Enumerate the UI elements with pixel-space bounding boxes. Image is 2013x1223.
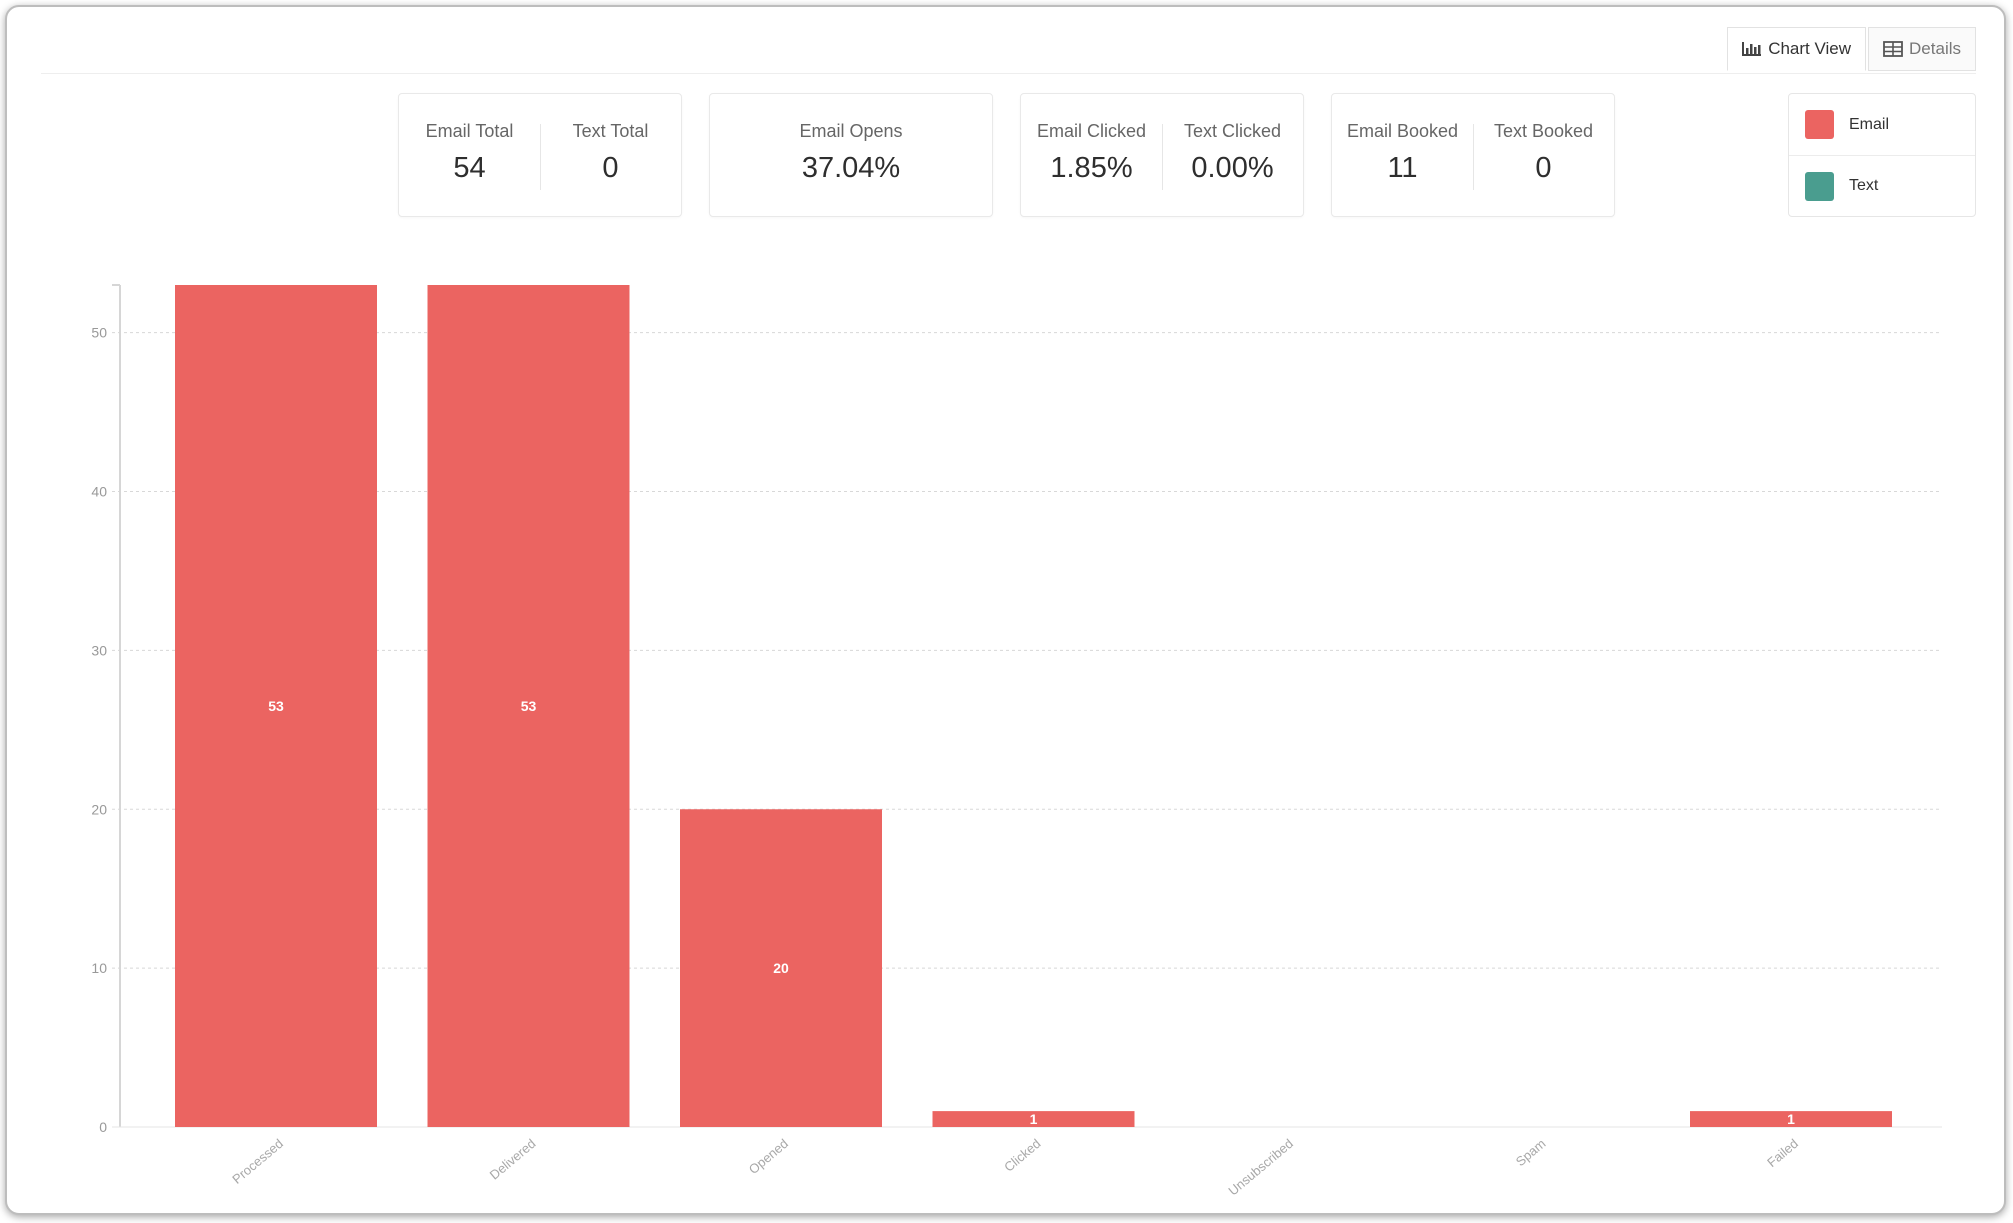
stat-label: Email Booked	[1346, 121, 1459, 141]
stat-email-booked: Email Booked 11	[1332, 94, 1473, 216]
x-category-label: Opened	[746, 1136, 791, 1177]
bar-data-label: 20	[773, 960, 789, 976]
bar-data-label: 1	[1787, 1111, 1795, 1127]
stat-email-total: Email Total 54	[399, 94, 540, 216]
opens-card: Email Opens 37.04%	[709, 93, 993, 217]
legend-label: Email	[1849, 115, 1890, 133]
stat-label: Email Clicked	[1036, 121, 1147, 141]
report-panel: Chart View Details Email Total 54 Text T…	[5, 5, 2006, 1215]
clicked-card: Email Clicked 1.85% Text Clicked 0.00%	[1020, 93, 1304, 217]
chart-view-button[interactable]: Chart View	[1727, 27, 1867, 71]
stats-row: Email Total 54 Text Total 0 Email Opens …	[7, 93, 2004, 219]
chart-view-label: Chart View	[1768, 39, 1852, 58]
view-toggle: Chart View Details	[1727, 27, 1976, 71]
legend-swatch-text	[1805, 171, 1834, 201]
stat-label: Text Booked	[1493, 121, 1594, 141]
stat-label: Text Total	[572, 121, 649, 141]
bar-data-label: 1	[1030, 1111, 1038, 1127]
bar-failed	[1690, 1111, 1892, 1127]
stat-label: Text Clicked	[1183, 121, 1282, 141]
bar-clicked	[932, 1111, 1135, 1127]
bar-data-label: 53	[521, 698, 537, 714]
stat-value: 1.85%	[1050, 152, 1133, 184]
y-tick-label: 50	[91, 325, 107, 341]
header-divider	[41, 73, 1976, 74]
stat-value: 0	[1535, 152, 1552, 184]
stat-email-clicked: Email Clicked 1.85%	[1021, 94, 1162, 216]
legend-label: Text	[1849, 177, 1879, 194]
x-category-label: Processed	[229, 1136, 286, 1187]
totals-card: Email Total 54 Text Total 0	[398, 93, 682, 217]
x-category-label: Clicked	[1001, 1136, 1043, 1175]
details-button[interactable]: Details	[1868, 27, 1976, 71]
stat-label: Email Total	[425, 121, 514, 141]
bar-chart: 0 10 20 30 40 50 53 Processed 53 Delivered 20 Opene…	[91, 284, 1942, 1199]
details-label: Details	[1909, 39, 1961, 58]
booked-card: Email Booked 11 Text Booked 0	[1331, 93, 1615, 217]
y-tick-label: 20	[91, 801, 107, 817]
stat-text-total: Text Total 0	[540, 94, 681, 216]
bar-processed	[175, 285, 377, 1127]
stat-value: 11	[1387, 152, 1418, 184]
table-icon	[1883, 41, 1903, 57]
chart-legend: Email Text	[1788, 93, 1976, 217]
legend-item-text[interactable]: Text	[1789, 155, 1975, 216]
bar-data-label: 53	[268, 698, 284, 714]
stat-value: 0.00%	[1191, 152, 1274, 184]
legend-swatch-email	[1805, 110, 1834, 139]
y-tick-label: 0	[99, 1119, 107, 1135]
stat-label: Email Opens	[799, 121, 903, 141]
bar-chart-icon	[1742, 42, 1762, 56]
y-tick-label: 30	[91, 642, 107, 658]
x-category-label: Failed	[1764, 1136, 1801, 1170]
stat-value: 37.04%	[801, 152, 901, 184]
stat-text-clicked: Text Clicked 0.00%	[1162, 94, 1303, 216]
x-category-label: Unsubscribed	[1225, 1136, 1296, 1199]
stat-email-opens: Email Opens 37.04%	[710, 94, 992, 216]
y-tick-label: 10	[91, 960, 107, 976]
y-tick-label: 40	[91, 484, 107, 500]
stat-text-booked: Text Booked 0	[1473, 94, 1614, 216]
bar-delivered	[427, 285, 630, 1127]
bar-opened	[680, 809, 882, 1127]
x-category-label: Delivered	[487, 1136, 539, 1183]
stat-value: 0	[602, 152, 619, 184]
legend-item-email[interactable]: Email	[1789, 94, 1975, 155]
stat-value: 54	[453, 152, 486, 184]
x-category-label: Spam	[1513, 1136, 1549, 1169]
